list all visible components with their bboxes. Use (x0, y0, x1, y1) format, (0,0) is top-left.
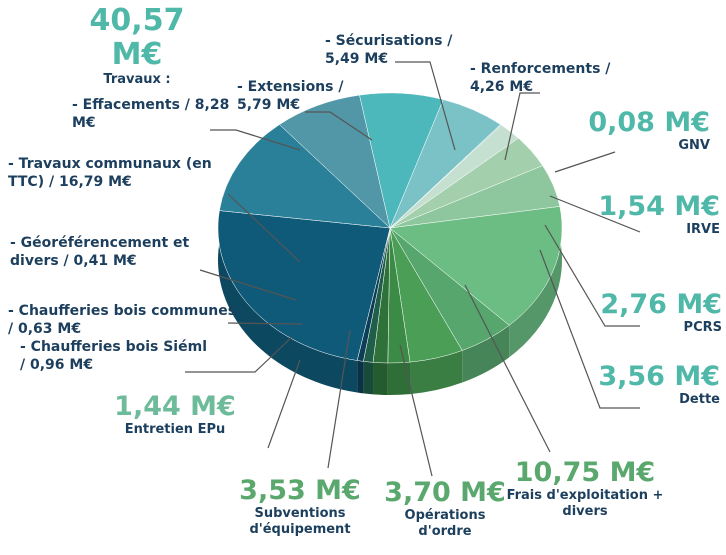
value-label: 0,63 M€ (18, 321, 82, 337)
category-label: - Géoréférencement et divers / (10, 235, 190, 269)
leader-line (305, 111, 373, 141)
slice-label: - Sécurisations / 5,49 M€ (325, 32, 475, 68)
leader-line (327, 329, 351, 469)
category-label: Entretien EPu (124, 422, 226, 437)
leader-line (539, 249, 640, 409)
slice-side (357, 360, 364, 394)
category-label: PCRS (683, 320, 722, 335)
value-label: 4,26 M€ (470, 79, 534, 95)
slice (217, 210, 391, 361)
value-label: 10,75 M€ (514, 457, 656, 488)
category-label: - Chaufferies bois Siéml / (20, 339, 207, 373)
value-label: 5,49 M€ (325, 51, 389, 67)
slice-label: - Chaufferies bois communes / 0,63 M€ (8, 302, 238, 338)
slice-side (387, 362, 411, 395)
value-label: 2,76 M€ (600, 289, 722, 320)
leader-line (544, 224, 640, 327)
slice-label: 10,75 M€ Frais d'exploitation + divers (505, 458, 665, 520)
slice-label: - Travaux communaux (en TTC) / 16,79 M€ (8, 155, 223, 191)
slice-label: 1,44 M€ Entretien EPu (100, 392, 250, 438)
total: 40,57 M€ Travaux : (62, 4, 212, 88)
slice (279, 94, 391, 229)
leader-line (554, 151, 616, 173)
value-label: 1,54 M€ (598, 191, 720, 222)
slice-label: 2,76 M€ PCRS (560, 290, 722, 336)
leader-line (549, 195, 641, 233)
category-label: IRVE (686, 222, 720, 237)
slice-label: 3,70 M€ Opérations d'ordre (380, 478, 510, 540)
value-label: 5,79 M€ (237, 97, 301, 113)
slice (219, 124, 391, 229)
leader-line (210, 129, 301, 151)
category-label: - Travaux communaux (en TTC) / (8, 156, 212, 190)
leader-line (395, 61, 456, 151)
slice-side (373, 362, 388, 395)
leader-line (185, 336, 293, 373)
value-label: 16,79 M€ (58, 174, 132, 190)
slice-label: 1,54 M€ IRVE (560, 192, 720, 238)
slice-label: 3,53 M€ Subventions d'équipement (230, 476, 370, 538)
slice-label: - Géoréférencement et divers / 0,41 M€ (10, 234, 210, 270)
leader-line (227, 193, 301, 263)
value-label: 3,56 M€ (598, 361, 720, 392)
leader-line (267, 359, 301, 449)
category-label: Frais d'exploitation + divers (506, 488, 664, 519)
slice-label: - Effacements / 8,28 M€ (72, 96, 232, 132)
value-label: 3,53 M€ (239, 475, 361, 506)
category-label: - Chaufferies bois communes / (8, 303, 237, 337)
slice-label: - Chaufferies bois Siéml / 0,96 M€ (20, 338, 210, 374)
total-value: 40,57 M€ (89, 3, 185, 72)
slice-side (462, 325, 510, 383)
slice-label: - Renforcements / 4,26 M€ (470, 60, 640, 96)
slice-tops (217, 92, 563, 364)
value-label: 1,44 M€ (114, 391, 236, 422)
slice-label: 3,56 M€ Dette (560, 362, 720, 408)
value-label: 0,96 M€ (30, 357, 94, 373)
leader-line (227, 322, 303, 325)
leader-line (199, 269, 297, 301)
total-title: Travaux : (103, 72, 171, 87)
category-label: Subventions d'équipement (249, 506, 351, 537)
category-label: Dette (679, 392, 720, 407)
leader-line (464, 284, 551, 453)
value-label: 0,41 M€ (73, 253, 137, 269)
category-label: - Effacements / (72, 97, 190, 113)
value-label: 3,70 M€ (384, 477, 506, 508)
value-label: 8,28 M€ (72, 97, 230, 131)
slice (389, 206, 563, 326)
slice-label: - Extensions / 5,79 M€ (237, 78, 367, 114)
value-label: 0,08 M€ (588, 107, 710, 138)
slice-side (363, 361, 374, 395)
category-label: Opérations d'ordre (404, 508, 486, 539)
leader-line (504, 92, 540, 161)
slice-side (509, 206, 562, 358)
leader-line (399, 344, 433, 477)
slice-label: 0,08 M€ GNV (560, 108, 710, 154)
category-label: - Extensions / (237, 79, 344, 95)
category-label: GNV (678, 138, 710, 153)
category-label: - Renforcements / (470, 61, 611, 77)
slice-side (410, 350, 463, 395)
category-label: - Sécurisations / (325, 33, 453, 49)
